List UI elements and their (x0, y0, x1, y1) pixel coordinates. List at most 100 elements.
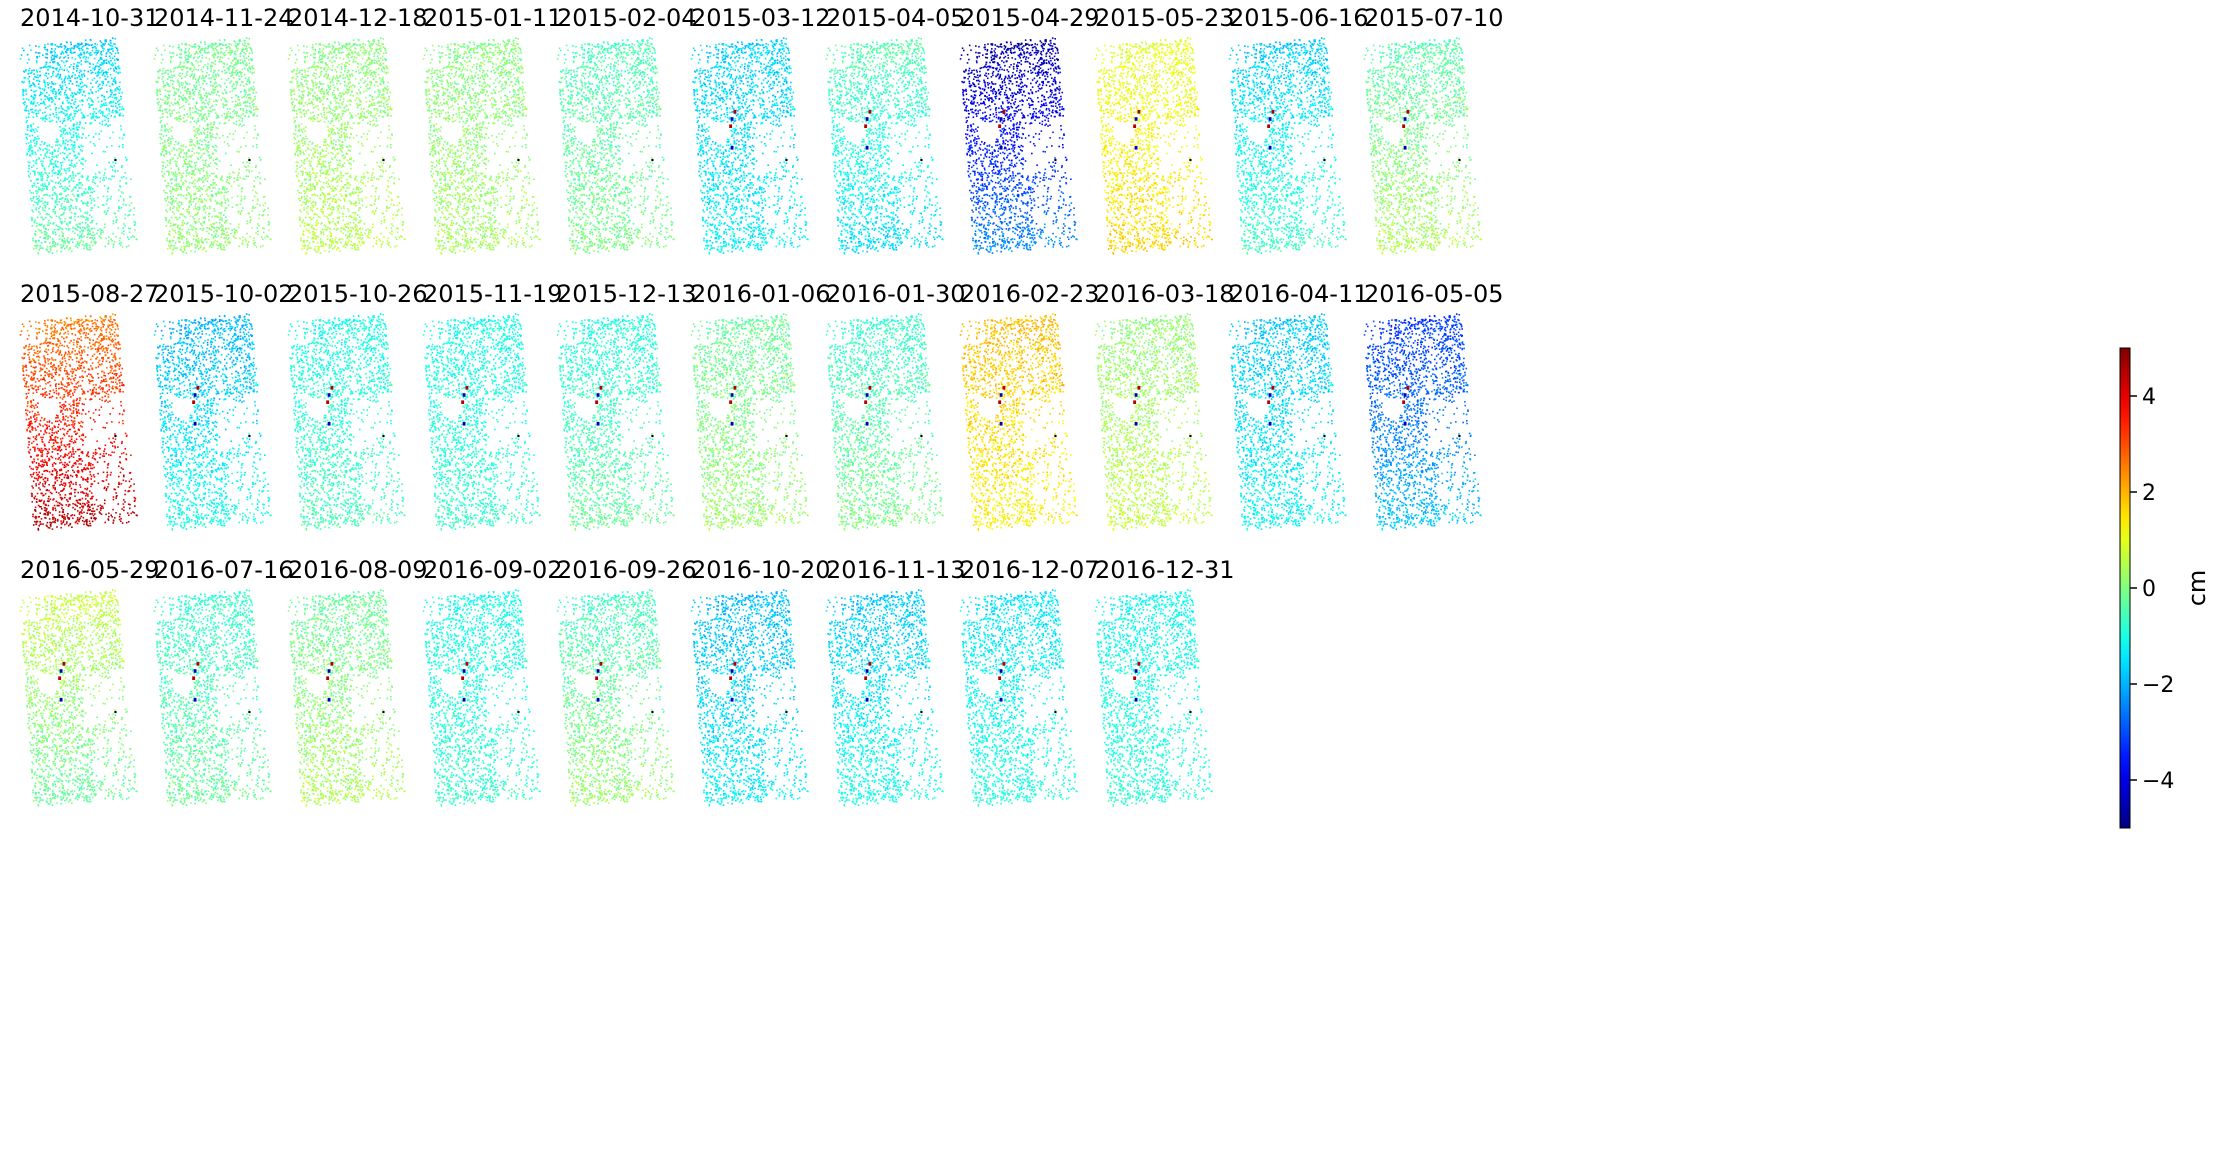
map-pixel (52, 93, 54, 95)
map-pixel (109, 85, 111, 87)
map-pixel (81, 100, 83, 102)
map-pixel (23, 50, 25, 52)
map-pixel (58, 71, 60, 73)
map-pixel (80, 235, 82, 237)
map-pixel (102, 50, 104, 52)
map-pixel (30, 49, 32, 51)
map-pixel (83, 235, 85, 237)
map-pixel (57, 161, 59, 163)
map-pixel (122, 192, 124, 194)
map-pixel (50, 162, 52, 164)
map-pixel (46, 180, 48, 182)
map-pixel (110, 179, 112, 181)
map-pixel (79, 173, 81, 175)
map-pixel (105, 177, 107, 179)
map-pixel (49, 121, 51, 123)
map-pixel (81, 89, 83, 91)
map-pixel (110, 238, 112, 240)
map-pixel (84, 75, 86, 77)
map-pixel (87, 61, 89, 63)
map-pixel (82, 195, 84, 197)
map-pixel (96, 52, 98, 54)
map-pixel (74, 213, 76, 215)
map-pixel (72, 150, 74, 152)
map-pixel (72, 194, 74, 196)
map-pixel (91, 216, 93, 218)
map-pixel (26, 93, 28, 95)
map-pixel (90, 98, 92, 100)
map-pixel (123, 133, 125, 135)
map-pixel (55, 187, 57, 189)
map-pixel (53, 241, 55, 243)
map-pixel (54, 44, 56, 46)
map-pixel (56, 121, 58, 123)
map-pixel (76, 66, 78, 68)
map-pixel (101, 124, 103, 126)
map-pixel (43, 203, 45, 205)
map-pixel (82, 46, 84, 48)
map-pixel (70, 95, 72, 97)
map-pixel (100, 53, 102, 55)
map-pixel (120, 242, 122, 244)
map-pixel (58, 118, 60, 120)
map-pixel (52, 172, 54, 174)
map-pixel (88, 97, 90, 99)
map-pixel (84, 70, 86, 72)
map-pixel (23, 77, 25, 79)
map-pixel (126, 159, 128, 161)
map-pixel (66, 245, 68, 247)
map-pixel (111, 166, 113, 168)
map-pixel (98, 206, 100, 208)
map-pixel (88, 180, 90, 182)
map-pixel (119, 88, 121, 90)
map-pixel (82, 49, 84, 51)
map-pixel (118, 189, 120, 191)
map-pixel (81, 233, 83, 235)
map-pixel (107, 188, 109, 190)
map-pixel (48, 224, 50, 226)
map-pixel (74, 78, 76, 80)
map-pixel (115, 105, 117, 107)
map-pixel (74, 144, 76, 146)
map-pixel (42, 112, 44, 114)
map-pixel (125, 172, 127, 174)
map-pixel (106, 212, 108, 214)
map-pixel (69, 128, 71, 130)
map-pixel (62, 85, 64, 87)
map-pixel (108, 69, 110, 71)
map-pixel (60, 205, 62, 207)
map-pixel (51, 59, 53, 61)
map-pixel (104, 223, 106, 225)
map-pixel (70, 103, 72, 105)
map-pixel (123, 223, 125, 225)
map-pixel (42, 188, 44, 190)
map-pixel (63, 242, 65, 244)
map-pixel (92, 86, 94, 88)
map-pixel (110, 94, 112, 96)
map-pixel (73, 207, 75, 209)
map-pixel (123, 176, 125, 178)
map-pixel (56, 195, 58, 197)
map-pixel (32, 240, 34, 242)
map-pixel (94, 145, 96, 147)
map-pixel (45, 118, 47, 120)
map-pixel (72, 171, 74, 173)
map-pixel (77, 62, 79, 64)
map-pixel (81, 240, 83, 242)
map-pixel (106, 146, 108, 148)
map-pixel (44, 44, 46, 46)
panel-title: 2014-10-31 (20, 4, 159, 32)
map-pixel (51, 146, 53, 148)
map-pixel (71, 250, 73, 252)
map-pixel (112, 37, 114, 39)
map-pixel (79, 57, 81, 59)
map-pixel (87, 218, 89, 220)
map-pixel (54, 229, 56, 231)
map-pixel (60, 134, 62, 136)
map-pixel (124, 225, 126, 227)
map-pixel (38, 202, 40, 204)
map-pixel (33, 103, 35, 105)
map-pixel (44, 210, 46, 212)
map-pixel (114, 79, 116, 81)
map-pixel (113, 70, 115, 72)
